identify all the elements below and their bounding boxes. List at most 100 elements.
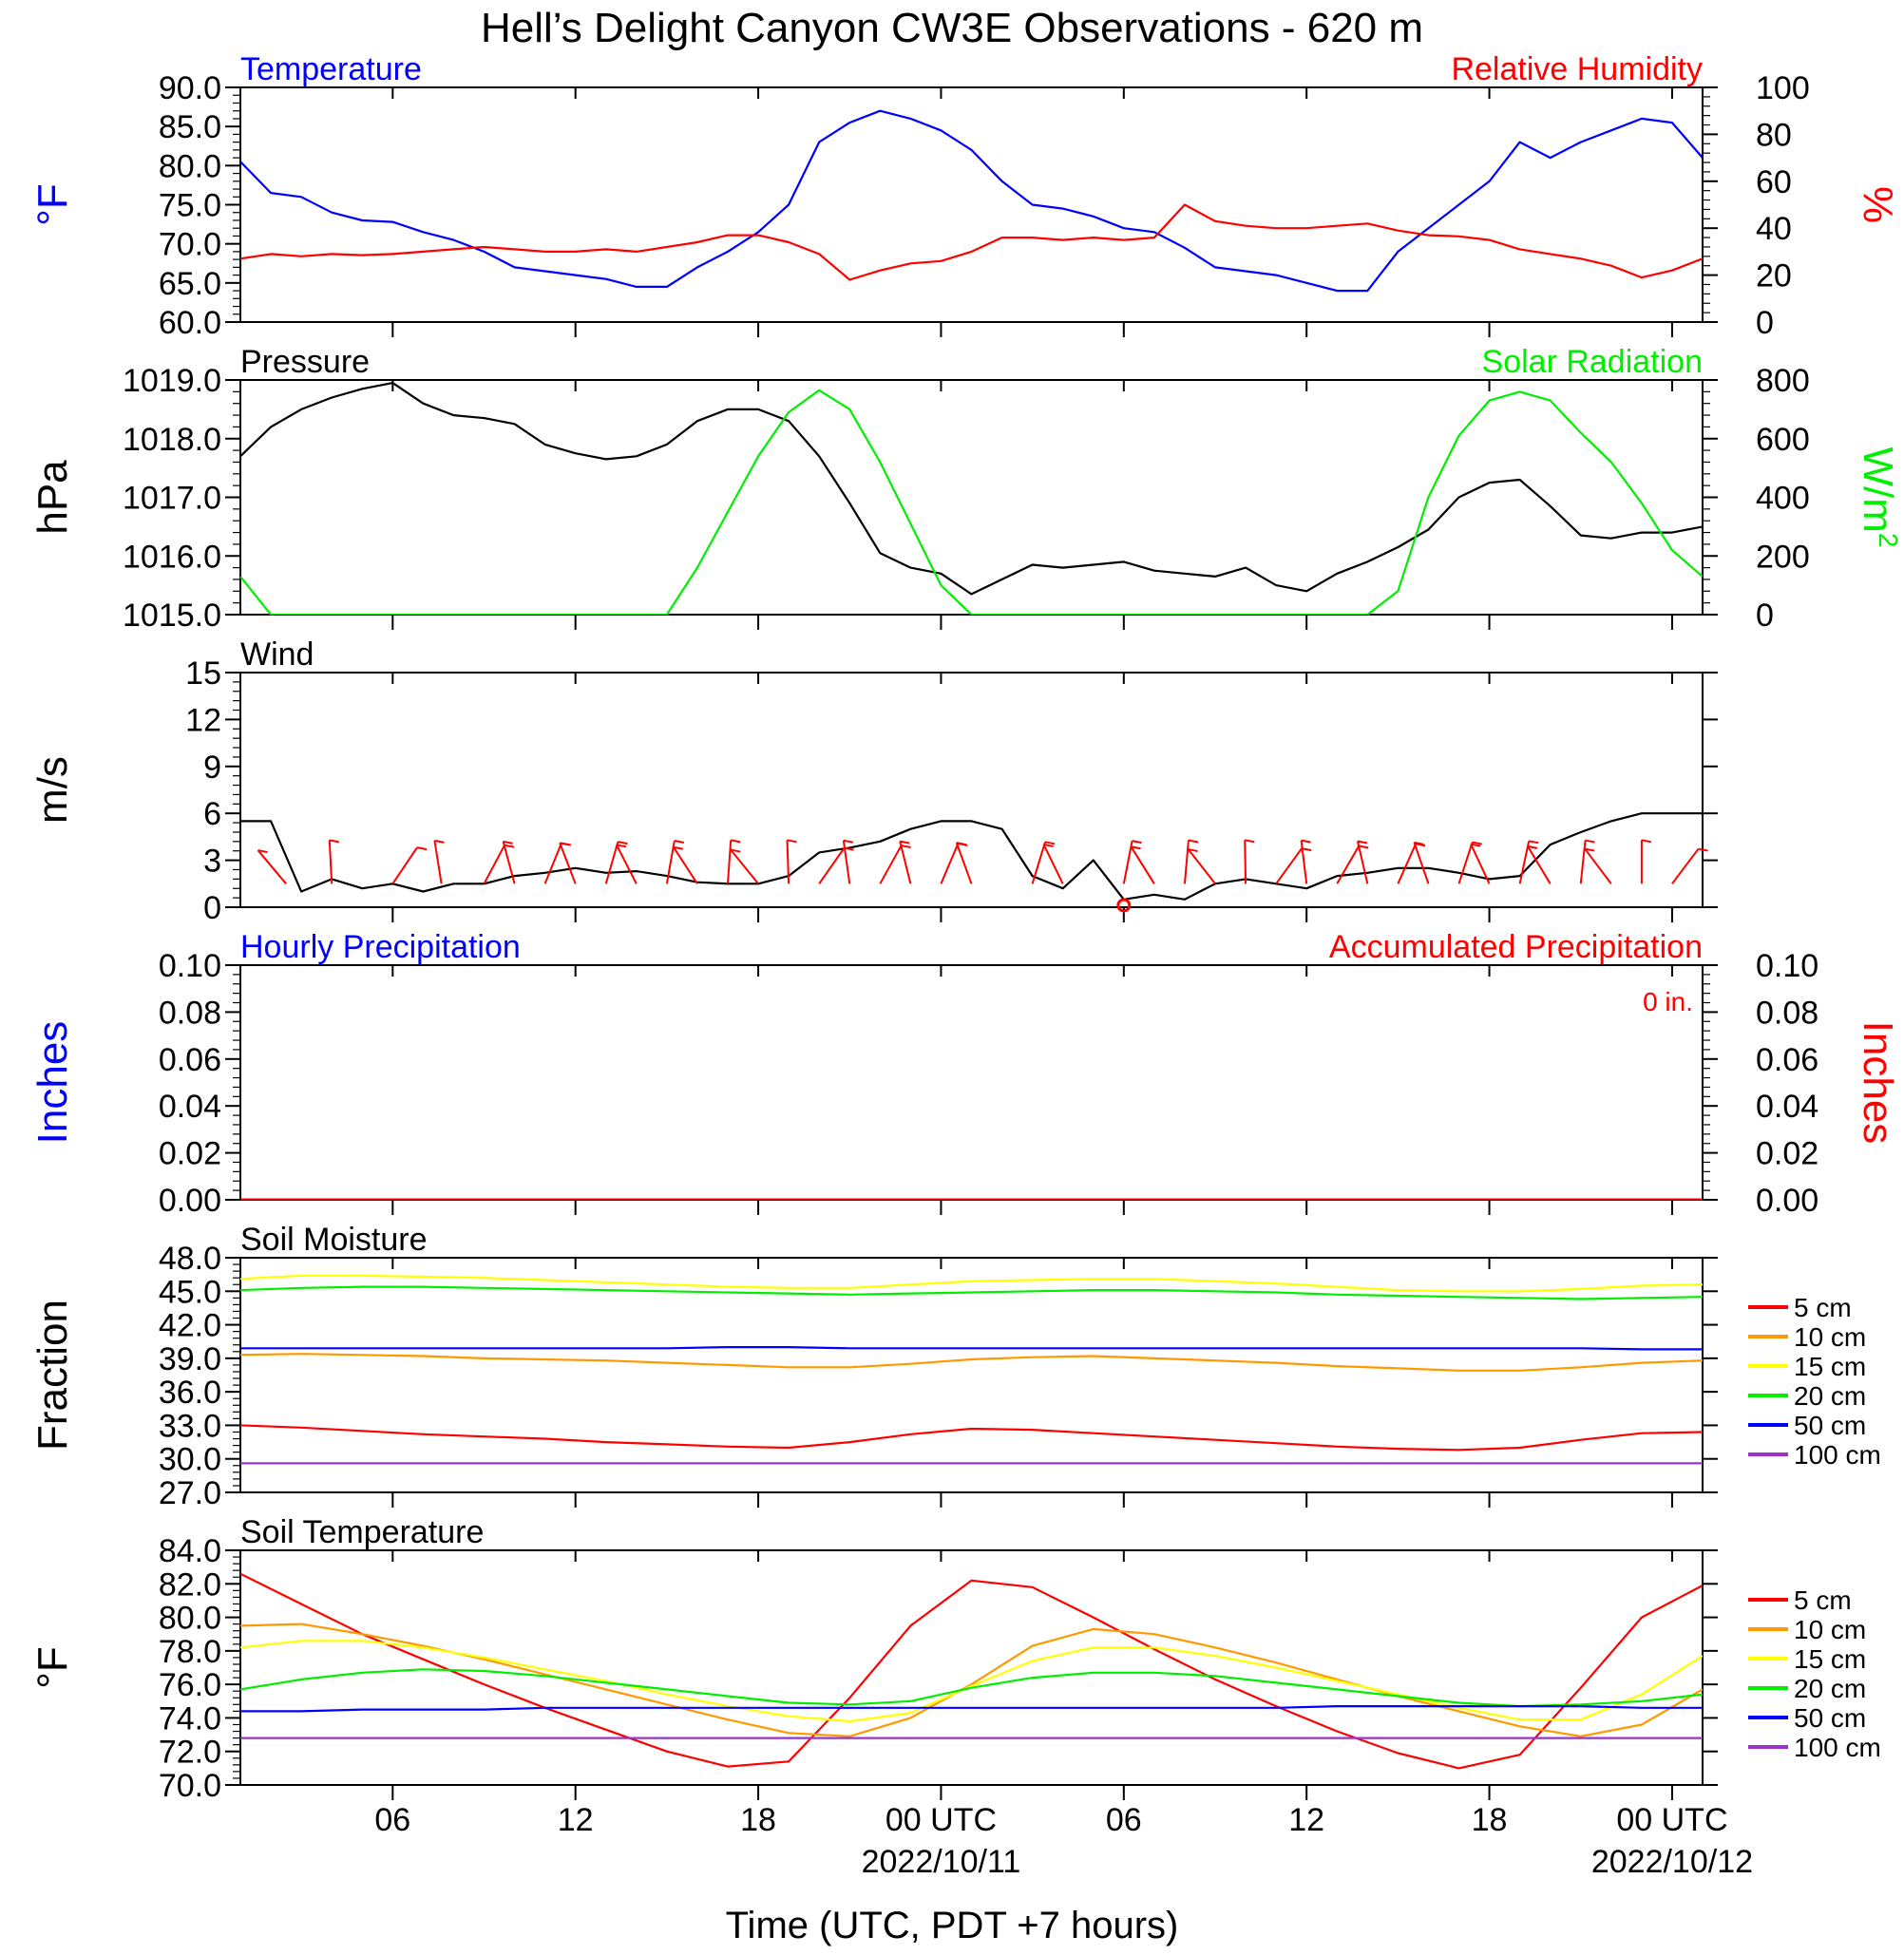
- x-tick-label: 00 UTC: [885, 1802, 997, 1838]
- wind-barb-flag: [1188, 848, 1198, 853]
- y-tick-label-left: 1017.0: [123, 481, 221, 517]
- wind-barb-flag: [900, 840, 910, 845]
- x-tick-label: 06: [1106, 1802, 1142, 1838]
- y-tick-label-right: 0.10: [1756, 948, 1818, 984]
- wind-barb-flag: [673, 845, 684, 850]
- y-tick-label-left: 15: [185, 655, 221, 692]
- wind-barb: [1336, 845, 1361, 884]
- y-tick-label-left: 1016.0: [123, 539, 221, 575]
- wind-barb-flag: [1414, 841, 1424, 845]
- x-tick-label: 12: [1288, 1802, 1324, 1838]
- x-tick-label: 12: [558, 1802, 594, 1838]
- x-axis-ticks: 06 12 18 00 UTC 2022/10/11 06 12 18 00 UTC 2022/1…: [374, 1802, 1753, 1880]
- series-line: [240, 1353, 1703, 1372]
- y-axis-label-right: W/m2: [1855, 447, 1903, 548]
- y-tick-label-left: 0.10: [159, 948, 221, 984]
- y-axis-label-left: °F: [29, 183, 76, 225]
- wind-barb: [1413, 842, 1430, 884]
- x-tick-label: 18: [740, 1802, 776, 1838]
- wind-barb: [1122, 840, 1133, 884]
- y-axis-label-left: m/s: [29, 756, 76, 824]
- wind-barb: [257, 849, 287, 884]
- series-line: [240, 1274, 1703, 1293]
- legend-label: 10 cm: [1794, 1615, 1866, 1644]
- wind-barb: [1579, 840, 1587, 884]
- y-tick-label-right: 40: [1756, 211, 1792, 247]
- legend-label: 50 cm: [1794, 1411, 1866, 1440]
- y-tick-label-left: 65.0: [159, 266, 221, 302]
- y-tick-label-right: 600: [1756, 422, 1810, 458]
- wind-barb: [433, 840, 443, 884]
- wind-barb-flag: [1527, 845, 1538, 849]
- y-tick-label-left: 36.0: [159, 1375, 221, 1411]
- y-tick-label-left: 78.0: [159, 1634, 221, 1670]
- panel-5: 27.030.033.036.039.042.045.048.0 Soil Moi…: [29, 1222, 1881, 1511]
- series-line: [240, 1572, 1703, 1770]
- y-tick-label-left: 80.0: [159, 148, 221, 184]
- wind-barb-flag: [329, 839, 339, 844]
- y-tick-label-right: 0.06: [1756, 1042, 1818, 1078]
- legend-label: 15 cm: [1794, 1644, 1866, 1674]
- panel-4: 0.00 0.02 0.04 0.06 0.08 0.10 0.00 0.02 0.04 0.06…: [29, 929, 1901, 1219]
- series-line: [240, 382, 1703, 596]
- wind-barb-flag: [1415, 843, 1426, 847]
- wind-barb-flag: [730, 848, 741, 853]
- panel-title-left: Soil Moisture: [240, 1222, 428, 1258]
- y-tick-label-right: 0.02: [1756, 1136, 1818, 1172]
- y-tick-label-right: 60: [1756, 164, 1792, 200]
- y-tick-label-left: 82.0: [159, 1566, 221, 1603]
- y-tick-label-left: 0.02: [159, 1136, 221, 1172]
- wind-barb-flag: [1472, 841, 1482, 845]
- wind-barb: [328, 840, 333, 884]
- panel-title-right: Relative Humidity: [1451, 51, 1703, 87]
- y-tick-label-right: 0: [1756, 305, 1774, 341]
- y-tick-label-left: 80.0: [159, 1601, 221, 1637]
- x-tick-date: 2022/10/11: [862, 1844, 1021, 1880]
- wind-barb-flag: [674, 840, 685, 844]
- wind-barb: [879, 845, 903, 884]
- wind-barb-flag: [843, 839, 854, 844]
- wind-barb: [1183, 840, 1190, 884]
- wind-barb: [1187, 848, 1216, 884]
- series-line: [240, 109, 1703, 293]
- legend-label: 100 cm: [1794, 1733, 1881, 1762]
- wind-barb: [502, 841, 516, 884]
- legend-label: 50 cm: [1794, 1703, 1866, 1733]
- series-line: [240, 1345, 1703, 1351]
- wind-barb-flag: [504, 844, 515, 848]
- y-tick-label-left: 33.0: [159, 1408, 221, 1444]
- x-tick-label: 18: [1472, 1802, 1508, 1838]
- y-tick-label-right: 0.08: [1756, 995, 1818, 1031]
- wind-barb: [1275, 847, 1303, 884]
- x-tick-date: 2022/10/12: [1591, 1844, 1753, 1880]
- wind-barb-flag: [901, 845, 911, 849]
- wind-barb-flag: [1043, 843, 1054, 847]
- wind-barb: [899, 841, 912, 884]
- legend-label: 5 cm: [1794, 1293, 1852, 1322]
- wind-barb-flag: [1188, 839, 1199, 844]
- y-tick-label-left: 3: [203, 844, 221, 880]
- wind-barb-flag: [1132, 840, 1142, 845]
- y-tick-label-left: 39.0: [159, 1341, 221, 1377]
- wind-barb-flag: [1301, 839, 1311, 844]
- wind-barb-flag: [1698, 847, 1708, 852]
- y-tick-label-left: 84.0: [159, 1533, 221, 1569]
- panel-title-right: Accumulated Precipitation: [1329, 929, 1703, 965]
- panel-frame: [239, 1257, 1704, 1493]
- panel-frame: [239, 1549, 1704, 1786]
- x-tick-label: 00 UTC: [1616, 1802, 1727, 1838]
- series-line: [240, 1704, 1703, 1713]
- y-tick-label-right: 800: [1756, 363, 1810, 399]
- series-line: [240, 1424, 1703, 1452]
- wind-barb: [1031, 842, 1047, 884]
- legend-label: 100 cm: [1794, 1440, 1881, 1470]
- chart-title: Hell’s Delight Canyon CW3E Observations …: [481, 5, 1423, 51]
- wind-barb-flag: [731, 839, 741, 844]
- wind-barb-flag: [1301, 847, 1312, 852]
- wind-barb: [1584, 847, 1612, 884]
- wind-barb-flag: [1131, 845, 1141, 850]
- wind-barb-flag: [1359, 845, 1369, 849]
- y-tick-label-left: 6: [203, 796, 221, 832]
- wind-barb: [483, 845, 505, 884]
